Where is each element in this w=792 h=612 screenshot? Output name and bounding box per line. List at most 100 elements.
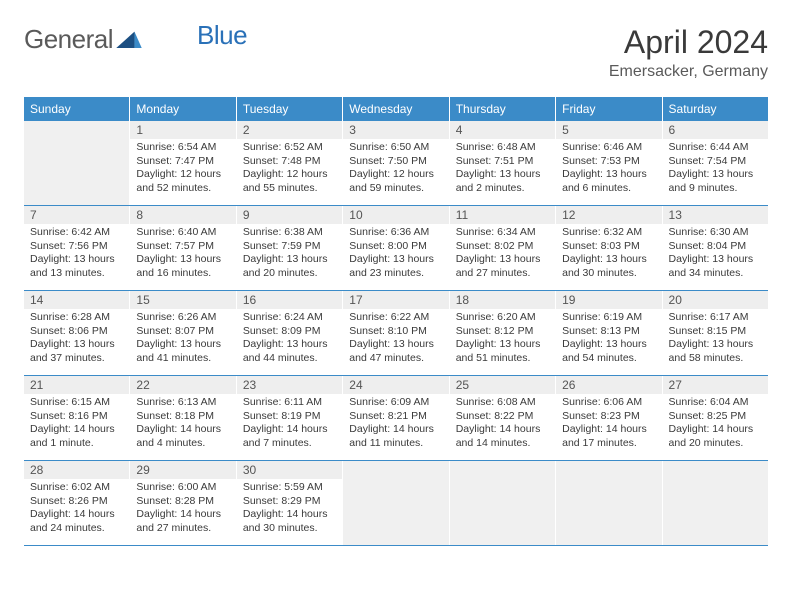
day-cell: 15Sunrise: 6:26 AMSunset: 8:07 PMDayligh…: [130, 291, 236, 375]
day-number: 29: [130, 461, 235, 479]
sunset-text: Sunset: 8:10 PM: [349, 325, 442, 339]
sunset-text: Sunset: 8:28 PM: [136, 495, 229, 509]
day-cell: 11Sunrise: 6:34 AMSunset: 8:02 PMDayligh…: [450, 206, 556, 290]
day-body: Sunrise: 6:52 AMSunset: 7:48 PMDaylight:…: [237, 139, 342, 200]
sunrise-text: Sunrise: 6:15 AM: [30, 396, 123, 410]
day-body: Sunrise: 6:30 AMSunset: 8:04 PMDaylight:…: [663, 224, 768, 285]
daylight-text: Daylight: 14 hours and 17 minutes.: [562, 423, 655, 450]
calendar-page: GeneralBlue April 2024 Emersacker, Germa…: [0, 0, 792, 546]
sunrise-text: Sunrise: 6:24 AM: [243, 311, 336, 325]
day-cell: 20Sunrise: 6:17 AMSunset: 8:15 PMDayligh…: [663, 291, 768, 375]
daylight-text: Daylight: 14 hours and 11 minutes.: [349, 423, 442, 450]
sunrise-text: Sunrise: 6:00 AM: [136, 481, 229, 495]
week-row: 1Sunrise: 6:54 AMSunset: 7:47 PMDaylight…: [24, 121, 768, 206]
week-row: 28Sunrise: 6:02 AMSunset: 8:26 PMDayligh…: [24, 461, 768, 546]
logo-triangle-icon: [115, 28, 143, 53]
day-body: Sunrise: 6:44 AMSunset: 7:54 PMDaylight:…: [663, 139, 768, 200]
day-cell: 12Sunrise: 6:32 AMSunset: 8:03 PMDayligh…: [556, 206, 662, 290]
sunset-text: Sunset: 8:21 PM: [349, 410, 442, 424]
day-number: 25: [450, 376, 555, 394]
sunset-text: Sunset: 8:15 PM: [669, 325, 762, 339]
sunset-text: Sunset: 7:56 PM: [30, 240, 123, 254]
day-number: 24: [343, 376, 448, 394]
day-number: 8: [130, 206, 235, 224]
sunset-text: Sunset: 7:51 PM: [456, 155, 549, 169]
daylight-text: Daylight: 13 hours and 30 minutes.: [562, 253, 655, 280]
sunrise-text: Sunrise: 6:06 AM: [562, 396, 655, 410]
day-cell-empty: [24, 121, 130, 205]
day-cell: 7Sunrise: 6:42 AMSunset: 7:56 PMDaylight…: [24, 206, 130, 290]
weekday-header: Wednesday: [343, 97, 449, 121]
sunset-text: Sunset: 8:04 PM: [669, 240, 762, 254]
sunrise-text: Sunrise: 6:46 AM: [562, 141, 655, 155]
day-body: Sunrise: 6:19 AMSunset: 8:13 PMDaylight:…: [556, 309, 661, 370]
daylight-text: Daylight: 14 hours and 20 minutes.: [669, 423, 762, 450]
day-cell-empty: [556, 461, 662, 545]
day-cell: 10Sunrise: 6:36 AMSunset: 8:00 PMDayligh…: [343, 206, 449, 290]
sunrise-text: Sunrise: 6:34 AM: [456, 226, 549, 240]
weekday-header: Saturday: [663, 97, 768, 121]
day-number: 1: [130, 121, 235, 139]
day-body: Sunrise: 6:11 AMSunset: 8:19 PMDaylight:…: [237, 394, 342, 455]
sunrise-text: Sunrise: 6:50 AM: [349, 141, 442, 155]
sunrise-text: Sunrise: 6:40 AM: [136, 226, 229, 240]
daylight-text: Daylight: 13 hours and 23 minutes.: [349, 253, 442, 280]
sunrise-text: Sunrise: 6:32 AM: [562, 226, 655, 240]
day-number: 9: [237, 206, 342, 224]
daylight-text: Daylight: 14 hours and 1 minute.: [30, 423, 123, 450]
daylight-text: Daylight: 13 hours and 44 minutes.: [243, 338, 336, 365]
day-cell: 9Sunrise: 6:38 AMSunset: 7:59 PMDaylight…: [237, 206, 343, 290]
day-cell: 24Sunrise: 6:09 AMSunset: 8:21 PMDayligh…: [343, 376, 449, 460]
sunrise-text: Sunrise: 6:44 AM: [669, 141, 762, 155]
daylight-text: Daylight: 14 hours and 27 minutes.: [136, 508, 229, 535]
sunrise-text: Sunrise: 6:28 AM: [30, 311, 123, 325]
weekday-header: Sunday: [24, 97, 130, 121]
week-row: 14Sunrise: 6:28 AMSunset: 8:06 PMDayligh…: [24, 291, 768, 376]
day-body: Sunrise: 6:46 AMSunset: 7:53 PMDaylight:…: [556, 139, 661, 200]
daylight-text: Daylight: 12 hours and 52 minutes.: [136, 168, 229, 195]
weekday-header: Thursday: [450, 97, 556, 121]
weekday-header: Monday: [130, 97, 236, 121]
day-body: Sunrise: 6:38 AMSunset: 7:59 PMDaylight:…: [237, 224, 342, 285]
day-body: Sunrise: 6:08 AMSunset: 8:22 PMDaylight:…: [450, 394, 555, 455]
day-cell-empty: [450, 461, 556, 545]
day-cell: 30Sunrise: 5:59 AMSunset: 8:29 PMDayligh…: [237, 461, 343, 545]
day-cell: 13Sunrise: 6:30 AMSunset: 8:04 PMDayligh…: [663, 206, 768, 290]
day-cell: 21Sunrise: 6:15 AMSunset: 8:16 PMDayligh…: [24, 376, 130, 460]
day-number: 17: [343, 291, 448, 309]
sunrise-text: Sunrise: 6:17 AM: [669, 311, 762, 325]
day-cell: 1Sunrise: 6:54 AMSunset: 7:47 PMDaylight…: [130, 121, 236, 205]
daylight-text: Daylight: 13 hours and 34 minutes.: [669, 253, 762, 280]
day-cell: 25Sunrise: 6:08 AMSunset: 8:22 PMDayligh…: [450, 376, 556, 460]
day-body: Sunrise: 6:32 AMSunset: 8:03 PMDaylight:…: [556, 224, 661, 285]
daylight-text: Daylight: 12 hours and 55 minutes.: [243, 168, 336, 195]
logo-text-blue: Blue: [197, 20, 247, 50]
sunset-text: Sunset: 7:59 PM: [243, 240, 336, 254]
day-cell: 8Sunrise: 6:40 AMSunset: 7:57 PMDaylight…: [130, 206, 236, 290]
day-body: Sunrise: 6:54 AMSunset: 7:47 PMDaylight:…: [130, 139, 235, 200]
day-cell-empty: [663, 461, 768, 545]
sunrise-text: Sunrise: 6:09 AM: [349, 396, 442, 410]
day-cell: 23Sunrise: 6:11 AMSunset: 8:19 PMDayligh…: [237, 376, 343, 460]
location: Emersacker, Germany: [609, 63, 768, 81]
sunset-text: Sunset: 8:18 PM: [136, 410, 229, 424]
day-number: 2: [237, 121, 342, 139]
daylight-text: Daylight: 13 hours and 6 minutes.: [562, 168, 655, 195]
sunset-text: Sunset: 8:25 PM: [669, 410, 762, 424]
day-body: Sunrise: 6:36 AMSunset: 8:00 PMDaylight:…: [343, 224, 448, 285]
daylight-text: Daylight: 13 hours and 9 minutes.: [669, 168, 762, 195]
daylight-text: Daylight: 14 hours and 7 minutes.: [243, 423, 336, 450]
sunset-text: Sunset: 8:06 PM: [30, 325, 123, 339]
daylight-text: Daylight: 13 hours and 47 minutes.: [349, 338, 442, 365]
sunrise-text: Sunrise: 6:54 AM: [136, 141, 229, 155]
week-row: 7Sunrise: 6:42 AMSunset: 7:56 PMDaylight…: [24, 206, 768, 291]
sunrise-text: Sunrise: 6:13 AM: [136, 396, 229, 410]
day-cell-empty: [343, 461, 449, 545]
daylight-text: Daylight: 13 hours and 58 minutes.: [669, 338, 762, 365]
day-cell: 22Sunrise: 6:13 AMSunset: 8:18 PMDayligh…: [130, 376, 236, 460]
weekday-header-row: SundayMondayTuesdayWednesdayThursdayFrid…: [24, 97, 768, 121]
day-number: 6: [663, 121, 768, 139]
day-number: 15: [130, 291, 235, 309]
day-body: Sunrise: 6:09 AMSunset: 8:21 PMDaylight:…: [343, 394, 448, 455]
day-cell: 26Sunrise: 6:06 AMSunset: 8:23 PMDayligh…: [556, 376, 662, 460]
